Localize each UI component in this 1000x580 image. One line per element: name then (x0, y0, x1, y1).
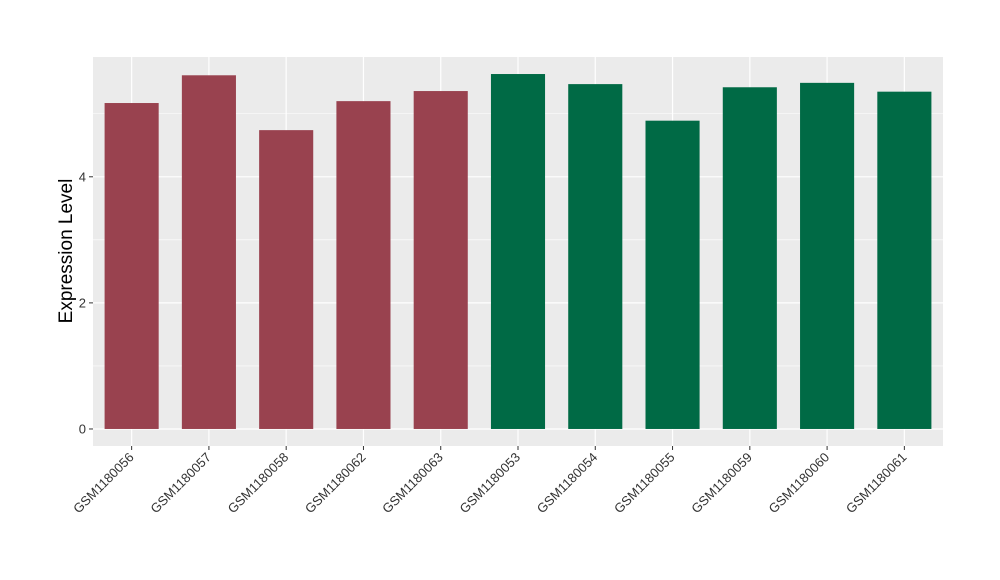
x-tick-label: GSM1180062 (302, 450, 369, 517)
y-axis: 0 2 4 (79, 169, 93, 436)
y-tick-label: 0 (79, 421, 86, 436)
x-tick-label: GSM1180054 (534, 450, 601, 517)
bar-GSM1180062 (336, 101, 391, 429)
bar-GSM1180061 (877, 91, 932, 429)
bar-GSM1180060 (800, 82, 855, 429)
y-tick-label: 4 (79, 169, 86, 184)
x-tick-label: GSM1180056 (70, 450, 137, 517)
x-tick-label: GSM1180055 (611, 450, 678, 517)
x-tick-label: GSM1180053 (456, 450, 523, 517)
bar-GSM1180054 (568, 84, 623, 429)
y-tick-label: 2 (79, 295, 86, 310)
x-tick-label: GSM1180060 (766, 450, 833, 517)
x-tick-label: GSM1180063 (379, 450, 446, 517)
x-tick-label: GSM1180061 (843, 450, 910, 517)
bar-GSM1180058 (259, 130, 314, 429)
bar-GSM1180057 (181, 75, 236, 429)
x-tick-label: GSM1180059 (688, 450, 755, 517)
bar-GSM1180055 (645, 120, 700, 429)
bar-GSM1180053 (490, 74, 546, 429)
y-axis-title: Expression Level (56, 179, 77, 324)
bars (104, 74, 932, 429)
x-tick-label: GSM1180058 (225, 450, 292, 517)
bar-GSM1180063 (413, 91, 468, 429)
bar-GSM1180059 (722, 87, 777, 429)
bar-GSM1180056 (104, 103, 159, 429)
x-axis: GSM1180056 GSM1180057 GSM1180058 GSM1180062… (70, 446, 909, 516)
x-tick-label: GSM1180057 (147, 450, 214, 517)
